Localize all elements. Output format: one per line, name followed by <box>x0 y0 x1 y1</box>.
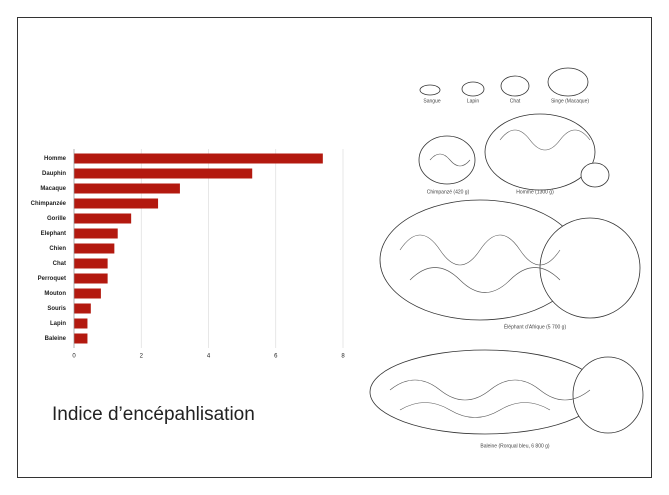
y-tick-label: Dauphin <box>42 171 66 177</box>
y-tick-label: Gorille <box>47 216 67 222</box>
captions: Sangue Lapin Chat Singe (Macaque) Chimpanzé … <box>423 98 589 449</box>
brain <box>539 217 641 319</box>
bar <box>74 258 108 269</box>
caption: Chimpanzé (420 g) <box>427 189 470 195</box>
y-tick-label: Perroquet <box>38 276 66 282</box>
caption: Baleine (Rorqual bleu, 6 800 g) <box>480 443 550 449</box>
brain <box>484 113 596 191</box>
brain <box>572 356 644 434</box>
y-tick-label: Lapin <box>50 321 66 327</box>
brain <box>418 135 476 185</box>
bar <box>74 243 115 254</box>
x-tick-label: 0 <box>72 354 76 360</box>
y-tick-label: Mouton <box>44 291 66 297</box>
x-tick-label: 2 <box>140 354 144 360</box>
y-tick-label: Souris <box>47 306 66 312</box>
bar <box>74 273 108 284</box>
brain <box>580 162 610 188</box>
y-tick-label: Homme <box>44 156 67 162</box>
y-tick-label: Chat <box>53 261 66 267</box>
y-tick-label: Macaque <box>40 186 66 192</box>
chart-title: Indice d’encépahlisation <box>52 404 255 425</box>
brain <box>419 84 441 96</box>
bar <box>74 198 159 209</box>
caption: Chat <box>510 98 521 104</box>
brain <box>461 81 485 97</box>
brain <box>369 349 601 435</box>
y-tick-label: Chimpanzée <box>31 201 67 207</box>
caption: Éléphant d’Afrique (5 700 g) <box>504 323 567 330</box>
bar <box>74 228 118 239</box>
caption: Sangue <box>423 98 440 104</box>
brain-illustrations <box>369 67 644 435</box>
x-tick-label: 6 <box>274 354 278 360</box>
brain <box>500 75 530 97</box>
bar <box>74 288 101 299</box>
caption: Homme (1300 g) <box>516 189 554 195</box>
y-tick-label: Chien <box>49 246 66 252</box>
bar <box>74 318 88 329</box>
x-tick-label: 8 <box>341 354 345 360</box>
caption: Lapin <box>467 98 479 104</box>
bar <box>74 153 323 164</box>
y-tick-label: Elephant <box>41 231 66 237</box>
brain-folds <box>389 129 591 418</box>
brain <box>547 67 589 97</box>
bar <box>74 333 88 344</box>
caption: Singe (Macaque) <box>551 98 589 104</box>
y-tick-label: Baleine <box>45 336 67 342</box>
bar <box>74 168 253 179</box>
x-tick-label: 4 <box>207 354 211 360</box>
bar <box>74 183 180 194</box>
bar <box>74 213 132 224</box>
bar <box>74 303 91 314</box>
